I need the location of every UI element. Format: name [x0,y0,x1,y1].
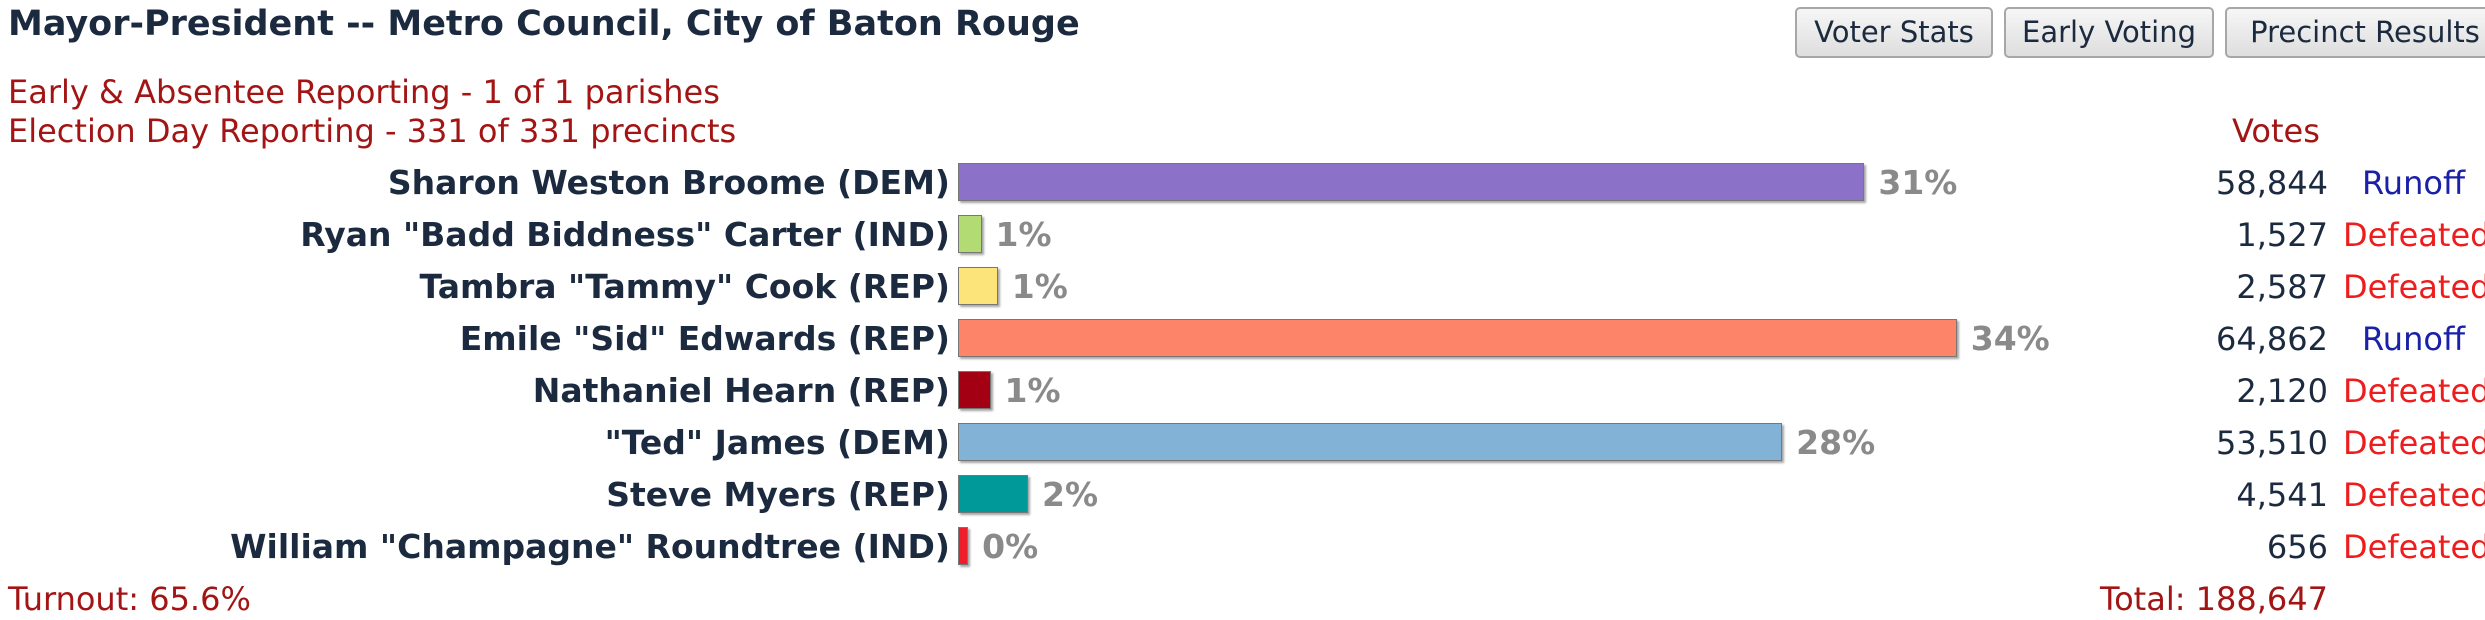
vote-count: 64,862 [2216,320,2328,358]
vote-share-bar [958,475,1028,513]
precinct-results-button[interactable]: Precinct Results [2225,7,2485,58]
election-day-reporting-status: Election Day Reporting - 331 of 331 prec… [8,112,737,150]
vote-share-bar [958,267,998,305]
vote-count: 58,844 [2216,164,2328,202]
vote-percent-label: 34% [1970,319,2050,358]
candidate-row: Sharon Weston Broome (DEM) 31% 58,844 Runof… [0,157,2485,209]
early-reporting-status: Early & Absentee Reporting - 1 of 1 pari… [8,73,720,111]
votes-column-header: Votes [2232,112,2320,150]
candidate-row: Nathaniel Hearn (REP) 1% 2,120 Defeated [0,365,2485,417]
vote-count: 1,527 [2236,216,2328,254]
vote-share-bar [958,527,969,565]
candidate-row: William "Champagne" Roundtree (IND) 0% 656… [0,521,2485,573]
candidate-name: Nathaniel Hearn (REP) [532,371,950,410]
result-status: Defeated [2343,476,2485,514]
vote-share-bar [958,423,1783,461]
result-status: Runoff [2362,320,2465,358]
early-voting-button[interactable]: Early Voting [2004,7,2214,58]
candidate-name: William "Champagne" Roundtree (IND) [230,527,950,566]
result-status: Defeated [2343,216,2485,254]
vote-percent-label: 1% [1004,371,1061,410]
vote-share-bar [958,215,982,253]
vote-share-bar [958,371,991,409]
turnout-label: Turnout: 65.6% [8,580,251,618]
candidate-row: "Ted" James (DEM) 28% 53,510 Defeated [0,417,2485,469]
vote-percent-label: 0% [982,527,1039,566]
candidate-name: Emile "Sid" Edwards (REP) [459,319,950,358]
vote-percent-label: 1% [995,215,1052,254]
vote-share-bar [958,319,1957,357]
vote-percent-label: 1% [1011,267,1068,306]
vote-count: 4,541 [2236,476,2328,514]
result-status: Defeated [2343,372,2485,410]
candidate-row: Tambra "Tammy" Cook (REP) 1% 2,587 Defeated [0,261,2485,313]
race-title: Mayor-President -- Metro Council, City o… [8,4,1080,44]
result-status: Defeated [2343,528,2485,566]
vote-percent-label: 2% [1042,475,1099,514]
vote-percent-label: 28% [1796,423,1876,462]
vote-count: 656 [2266,528,2328,566]
candidate-row: Steve Myers (REP) 2% 4,541 Defeated [0,469,2485,521]
candidate-row: Emile "Sid" Edwards (REP) 34% 64,862 Runoff [0,313,2485,365]
candidate-name: Tambra "Tammy" Cook (REP) [419,267,950,306]
result-status: Runoff [2362,164,2465,202]
total-votes-label: Total: 188,647 [2099,580,2328,618]
vote-percent-label: 31% [1878,163,1958,202]
candidate-name: Steve Myers (REP) [606,475,950,514]
result-status: Defeated [2343,424,2485,462]
vote-count: 53,510 [2216,424,2328,462]
candidate-name: Sharon Weston Broome (DEM) [387,163,950,202]
result-status: Defeated [2343,268,2485,306]
vote-count: 2,587 [2236,268,2328,306]
candidate-name: "Ted" James (DEM) [604,423,950,462]
vote-count: 2,120 [2236,372,2328,410]
voter-stats-button[interactable]: Voter Stats [1795,7,1993,58]
candidate-row: Ryan "Badd Biddness" Carter (IND) 1% 1,527… [0,209,2485,261]
vote-share-bar [958,163,1865,201]
candidate-name: Ryan "Badd Biddness" Carter (IND) [300,215,950,254]
